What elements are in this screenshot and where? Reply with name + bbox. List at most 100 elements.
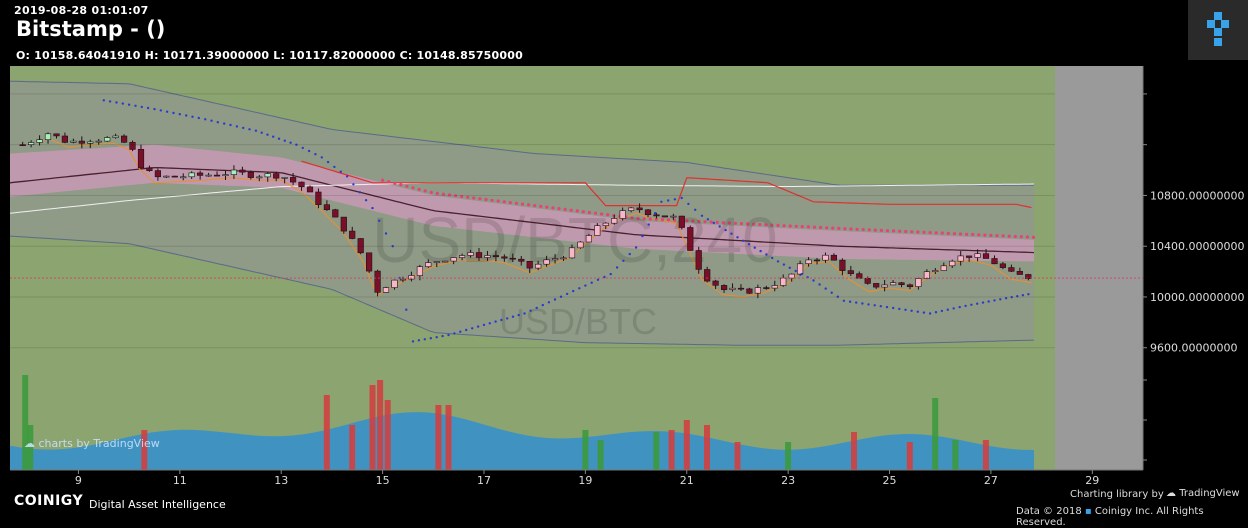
candle-body	[408, 275, 415, 280]
volume-bar	[683, 420, 690, 470]
candle-body	[247, 171, 254, 178]
candle	[982, 249, 990, 259]
volume-bar	[445, 405, 452, 470]
sar-dot	[371, 206, 374, 210]
candle	[881, 279, 888, 292]
candle-body	[27, 142, 35, 146]
candle	[965, 255, 973, 262]
sar-dot	[210, 119, 213, 122]
sar-dot	[615, 266, 619, 269]
candle	[661, 215, 668, 218]
candle-body	[467, 252, 474, 256]
candle	[61, 132, 68, 144]
candle-body	[222, 174, 229, 177]
x-tick-label: 11	[173, 474, 187, 487]
pink-dot	[490, 198, 494, 202]
sar-dot	[364, 199, 368, 202]
sar-dot	[680, 196, 683, 200]
candle-body	[915, 278, 922, 287]
candle-body	[340, 216, 347, 232]
candle	[518, 256, 525, 266]
tradingview-text: TradingView	[1179, 488, 1240, 499]
sar-dot	[736, 236, 739, 239]
sar-dot	[314, 153, 317, 156]
pink-dot	[1025, 235, 1029, 239]
candle	[653, 212, 660, 219]
candle	[222, 170, 229, 180]
pink-dot	[648, 217, 652, 221]
sar-dot	[465, 328, 468, 332]
candle	[712, 279, 719, 290]
sar-dot	[812, 279, 815, 282]
symbol-watermark: USD/BTC,240 USD/BTC	[372, 204, 777, 342]
candle-body	[763, 287, 770, 289]
sar-dot	[910, 309, 913, 312]
pink-dot	[399, 183, 403, 187]
volume-bar	[851, 432, 857, 470]
sar-dot	[405, 308, 408, 311]
candle	[332, 208, 339, 218]
sar-dot	[108, 100, 112, 103]
sar-dot	[1010, 296, 1013, 299]
sar-dot	[134, 104, 137, 108]
candle	[670, 213, 677, 220]
candle-body	[357, 238, 364, 254]
candle	[87, 139, 94, 149]
candle	[551, 254, 559, 264]
cloud-icon: ☁	[1166, 488, 1176, 499]
sar-dot	[667, 199, 670, 202]
volume-bar	[377, 380, 384, 470]
pink-dot	[606, 213, 610, 217]
volume-bar	[22, 375, 29, 470]
candle-body	[898, 282, 905, 286]
candle	[509, 253, 516, 262]
pink-dot	[971, 232, 975, 237]
candle	[704, 266, 711, 283]
candle	[568, 244, 576, 259]
sar-dot	[506, 317, 509, 320]
x-tick-label: 27	[984, 474, 998, 487]
candle-body	[695, 250, 702, 270]
candle-body	[391, 279, 398, 288]
sar-dot	[724, 228, 727, 232]
tradingview-credit[interactable]: ☁ TradingView	[1166, 488, 1240, 499]
candle-body	[19, 144, 26, 146]
volume-bar	[704, 425, 710, 470]
candle-body	[788, 273, 795, 279]
pink-dot	[721, 221, 725, 225]
pink-dot	[940, 231, 944, 235]
candle-body	[78, 140, 85, 144]
sar-dot	[976, 302, 979, 305]
pink-dot	[776, 223, 780, 227]
sar-dot	[885, 305, 889, 309]
candle	[636, 203, 643, 213]
candle-body	[425, 262, 432, 268]
pink-dot	[861, 227, 865, 232]
sar-dot	[320, 156, 323, 159]
candle	[213, 171, 221, 177]
candle	[475, 247, 483, 261]
candle	[264, 172, 271, 182]
coinigy-logo-button[interactable]	[1188, 0, 1248, 60]
candle	[729, 283, 736, 292]
candle	[306, 185, 314, 193]
candle-body	[509, 257, 516, 260]
sar-dot	[855, 301, 858, 304]
sar-dot	[529, 309, 532, 312]
candle-body	[864, 277, 871, 284]
candle	[340, 216, 347, 234]
candle-body	[577, 241, 584, 249]
candle-body	[644, 209, 652, 216]
candle-body	[957, 255, 964, 262]
candle	[154, 168, 162, 181]
candle	[754, 284, 761, 299]
candle	[146, 165, 153, 172]
candle-body	[171, 175, 178, 178]
candle-body	[256, 176, 263, 179]
volume-bar	[369, 385, 376, 470]
pink-dot	[892, 229, 896, 233]
candle-body	[95, 140, 102, 143]
sar-dot	[622, 259, 625, 262]
candle	[1008, 264, 1015, 273]
